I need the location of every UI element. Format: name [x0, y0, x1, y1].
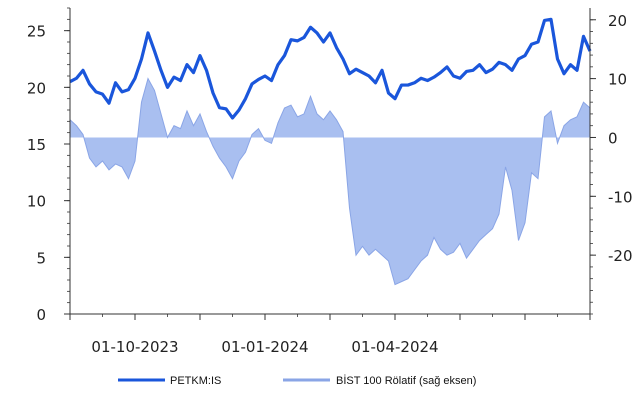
- y-left-tick-label: 0: [36, 306, 46, 324]
- x-tick-label: 01-04-2024: [351, 338, 438, 356]
- petkm-line: [69, 17, 592, 120]
- y-right-tick-label: 20: [608, 12, 627, 30]
- y-right-tick-label: -20: [608, 247, 633, 265]
- y-left-tick-label: 10: [27, 193, 46, 211]
- x-tick-label: 01-10-2023: [91, 338, 178, 356]
- legend-label-petkm: PETKM:IS: [170, 375, 221, 387]
- y-left-tick-label: 25: [27, 23, 46, 41]
- relative-line: [69, 77, 591, 286]
- y-left-tick-label: 20: [27, 79, 46, 97]
- x-tick-label: 01-01-2024: [221, 338, 308, 356]
- legend-label-relative: BİST 100 Rölatif (sağ eksen): [336, 374, 476, 387]
- y-left-tick-label: 5: [36, 249, 46, 267]
- y-right-tick-label: 10: [608, 71, 627, 89]
- y-left-tick-label: 15: [27, 136, 46, 154]
- relative-area: [70, 78, 590, 285]
- y-right-tick-label: 0: [608, 129, 618, 147]
- y-right-tick-label: -10: [608, 188, 633, 206]
